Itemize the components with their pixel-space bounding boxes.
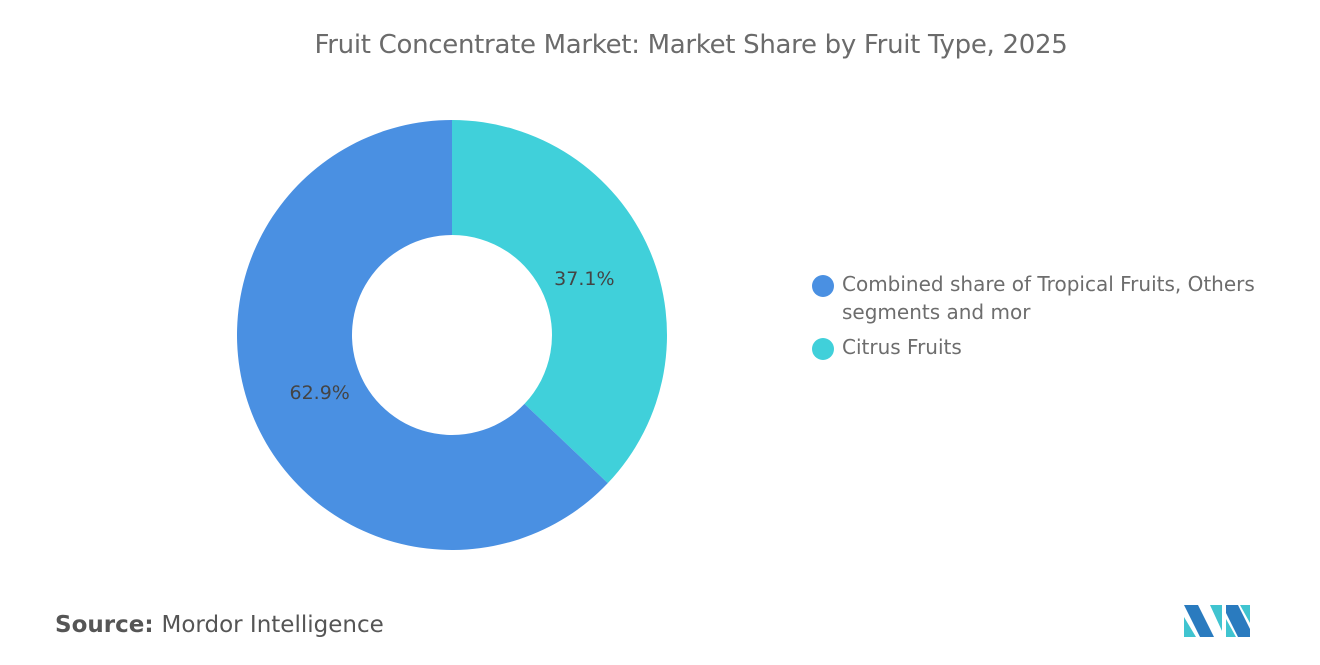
donut-slice-1 [236,120,608,550]
legend-label: Citrus Fruits [842,335,962,359]
legend-label: Combined share of Tropical Fruits, Other… [842,272,1255,324]
source-note: Source: Mordor Intelligence [55,612,384,638]
chart-title: Fruit Concentrate Market: Market Share b… [314,30,1068,60]
mordor-logo [1184,605,1250,637]
source-value: Mordor Intelligence [161,612,384,638]
legend-swatch [812,275,834,297]
legend-item: Citrus Fruits [812,333,1282,361]
donut-slice-0 [452,120,667,484]
slice-data-label: 62.9% [289,382,349,404]
slice-data-label: 37.1% [554,268,614,290]
source-label: Source: [55,612,154,638]
legend: Combined share of Tropical Fruits, Other… [812,270,1282,368]
legend-swatch [812,338,834,360]
legend-item: Combined share of Tropical Fruits, Other… [812,270,1282,326]
donut-chart: 37.1% 62.9% [236,120,667,550]
